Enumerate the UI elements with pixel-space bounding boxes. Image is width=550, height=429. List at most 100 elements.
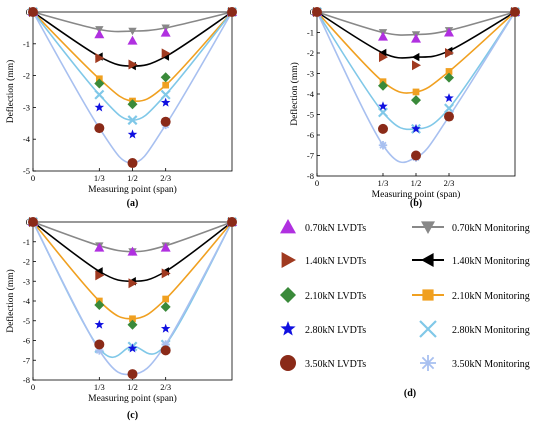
data-point-0-70kn-lvdts xyxy=(444,27,455,37)
y-tick-label: -8 xyxy=(23,375,30,385)
x-tick-label: 1/3 xyxy=(94,173,105,183)
data-point-0-70kn-lvdts xyxy=(160,242,171,252)
legend-diamond-icon xyxy=(280,287,296,303)
data-point-0-70kn-lvdts xyxy=(377,31,388,41)
legend-star-icon xyxy=(280,321,296,336)
data-point-0-70kn-lvdts xyxy=(160,27,171,37)
legend-label: 2.10kN LVDTs xyxy=(305,291,366,302)
data-point-3-50kn-lvdts xyxy=(510,7,520,17)
legend-label: 0.70kN Monitoring xyxy=(452,223,530,234)
data-point-2-10kn-monitoring xyxy=(412,88,420,96)
panel-label: (a) xyxy=(127,198,139,209)
data-point-3-50kn-lvdts xyxy=(160,116,171,127)
y-tick-label: -4 xyxy=(23,134,31,144)
data-point-1-40kn-monitoring xyxy=(378,48,387,58)
y-tick-label: -1 xyxy=(23,237,30,247)
x-tick-label: 1/3 xyxy=(94,382,105,392)
panel-label: (b) xyxy=(410,198,422,209)
x-axis-label: Measuring point (span) xyxy=(88,184,177,195)
y-tick-label: -6 xyxy=(23,336,30,346)
legend-triangle-down-icon xyxy=(421,221,435,234)
data-point-1-40kn-lvdts xyxy=(128,278,138,289)
data-point-2-10kn-monitoring xyxy=(129,315,136,323)
data-point-2-80kn-lvdts xyxy=(94,319,105,329)
legend-triangle-left-icon xyxy=(421,253,434,267)
panel-label: (c) xyxy=(127,410,138,421)
legend-label: 3.50kN Monitoring xyxy=(452,359,530,370)
data-point-2-80kn-monitoring xyxy=(378,107,388,118)
y-axis-label: Deflection (mm) xyxy=(289,62,300,126)
data-point-3-50kn-lvdts xyxy=(94,123,105,134)
data-point-3-50kn-lvdts xyxy=(160,345,171,356)
data-point-0-70kn-lvdts xyxy=(411,33,421,43)
data-point-2-80kn-monitoring xyxy=(94,89,105,100)
y-tick-label: -2 xyxy=(23,71,30,81)
legend-cross-icon xyxy=(419,320,437,338)
data-point-3-50kn-lvdts xyxy=(127,369,138,380)
data-point-2-10kn-monitoring xyxy=(162,81,170,89)
data-point-2-80kn-lvdts xyxy=(378,101,388,111)
data-point-2-80kn-lvdts xyxy=(127,129,138,139)
x-tick-label: 2/3 xyxy=(160,173,171,183)
data-point-2-80kn-lvdts xyxy=(444,93,454,103)
x-tick-label: 0 xyxy=(31,173,35,183)
data-point-2-10kn-lvdts xyxy=(94,299,105,310)
data-point-2-80kn-lvdts xyxy=(411,123,421,133)
data-point-2-80kn-lvdts xyxy=(160,97,171,107)
x-axis-label: Measuring point (span) xyxy=(88,393,177,404)
data-point-3-50kn-lvdts xyxy=(377,123,388,134)
x-tick-label: 1/2 xyxy=(411,178,422,188)
legend-label: 0.70kN LVDTs xyxy=(305,223,366,234)
data-point-3-50kn-monitoring xyxy=(161,340,170,349)
data-point-2-10kn-monitoring xyxy=(445,68,453,75)
data-point-2-10kn-monitoring xyxy=(162,295,170,303)
y-tick-label: 0 xyxy=(310,7,314,17)
legend-circle-icon xyxy=(280,355,296,371)
data-point-0-70kn-lvdts xyxy=(94,29,105,39)
y-tick-label: -1 xyxy=(23,39,30,49)
legend-label: 2.10kN Monitoring xyxy=(452,291,530,302)
data-point-3-50kn-lvdts xyxy=(28,217,38,227)
x-tick-label: 1/2 xyxy=(127,382,138,392)
x-tick-label: 0 xyxy=(315,178,319,188)
x-tick-label: 1/2 xyxy=(127,173,138,183)
data-point-3-50kn-monitoring xyxy=(95,346,104,355)
y-tick-label: -1 xyxy=(307,28,314,38)
data-point-2-80kn-monitoring xyxy=(127,115,138,126)
y-tick-label: -7 xyxy=(307,151,314,161)
data-point-0-70kn-lvdts xyxy=(94,242,105,252)
data-point-3-50kn-lvdts xyxy=(28,7,38,17)
data-point-2-10kn-lvdts xyxy=(377,80,388,91)
y-tick-label: -5 xyxy=(23,166,30,176)
data-point-2-10kn-lvdts xyxy=(127,99,138,110)
legend-label: 1.40kN LVDTs xyxy=(305,256,366,267)
series-line-2-10kn-monitoring xyxy=(32,11,233,103)
data-point-1-40kn-lvdts xyxy=(128,59,138,70)
data-point-1-40kn-lvdts xyxy=(445,48,455,58)
data-point-2-10kn-lvdts xyxy=(94,78,105,89)
legend: 0.70kN LVDTs 1.40kN LVDTs 2.10kN LVDTs 2.80… xyxy=(280,219,530,371)
legend-label: 3.50kN LVDTs xyxy=(305,359,366,370)
data-point-3-50kn-lvdts xyxy=(227,217,237,227)
x-tick-label: 0 xyxy=(31,382,35,392)
x-tick-label: 2/3 xyxy=(160,382,171,392)
data-point-1-40kn-lvdts xyxy=(161,268,171,279)
series-line-2-10kn-monitoring xyxy=(316,11,516,94)
y-axis-label: Deflection (mm) xyxy=(5,269,16,333)
legend-asterisk-icon xyxy=(420,355,436,371)
legend-triangle-up-icon xyxy=(280,219,296,234)
y-tick-label: -2 xyxy=(23,257,30,267)
data-point-2-10kn-lvdts xyxy=(127,319,138,330)
y-tick-label: -2 xyxy=(307,48,314,58)
y-tick-label: -4 xyxy=(23,296,31,306)
data-point-2-10kn-lvdts xyxy=(160,72,171,83)
data-point-2-80kn-monitoring xyxy=(160,89,171,100)
data-point-1-40kn-lvdts xyxy=(378,52,388,63)
data-point-2-10kn-lvdts xyxy=(160,301,171,312)
data-point-3-50kn-lvdts xyxy=(444,111,455,122)
y-tick-label: -3 xyxy=(307,69,314,79)
x-tick-label: 2/3 xyxy=(444,178,455,188)
y-axis-label: Deflection (mm) xyxy=(5,60,16,124)
